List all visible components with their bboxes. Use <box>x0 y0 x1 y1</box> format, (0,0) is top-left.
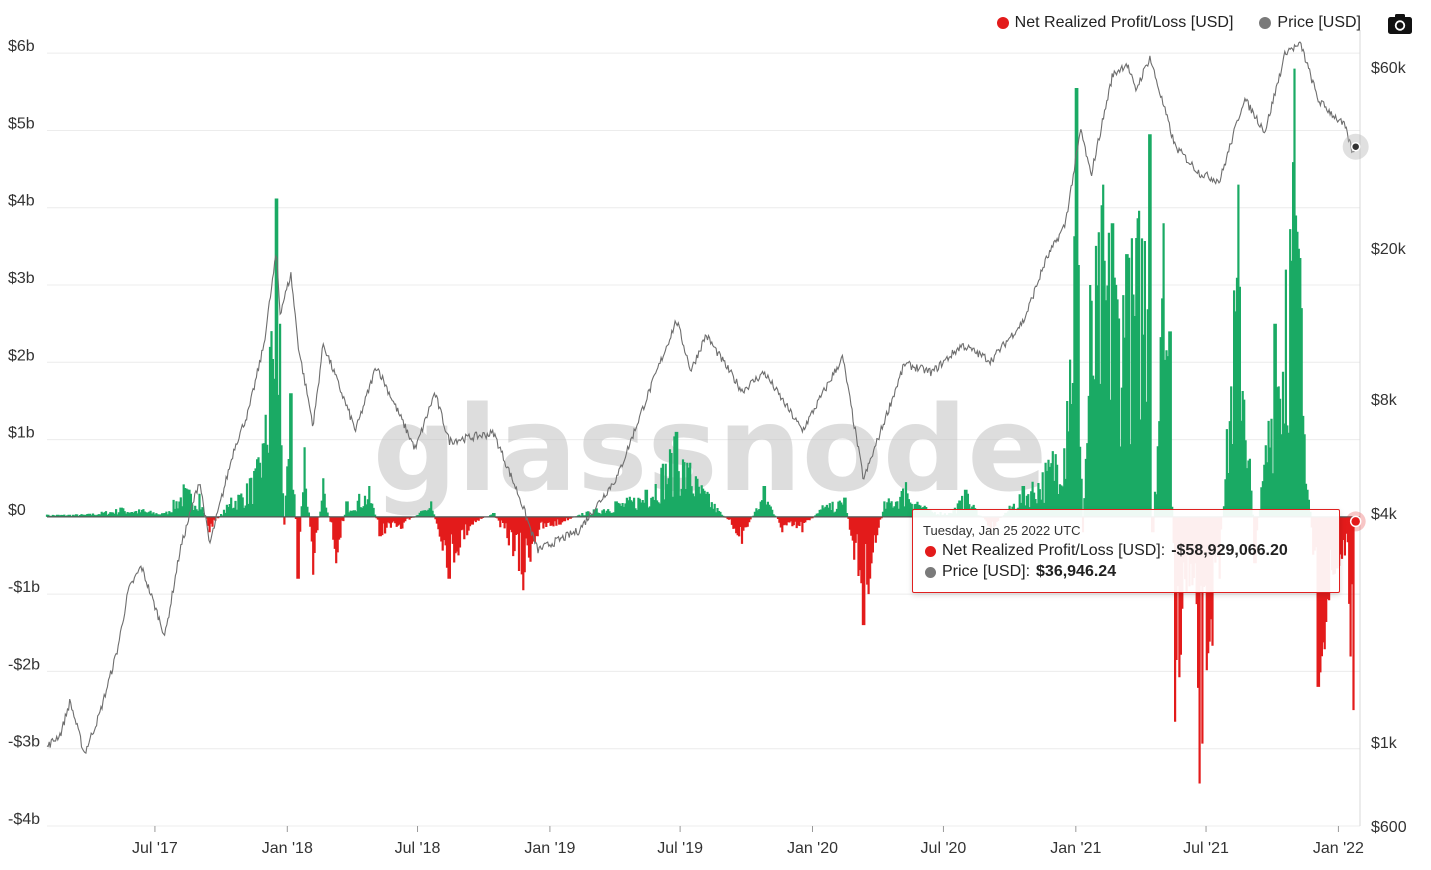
x-tick-label: Jan '21 <box>1050 840 1101 857</box>
legend-dot-price <box>1259 17 1272 29</box>
tooltip-row-net-realized: Net Realized Profit/Loss [USD]: -$58,929… <box>925 542 1288 560</box>
legend: Net Realized Profit/Loss [USD] Price [US… <box>996 14 1361 32</box>
price-line <box>46 41 1360 754</box>
y-left-tick-label: $3b <box>8 270 35 287</box>
tooltip: Tuesday, Jan 25 2022 UTC Net Realized Pr… <box>912 509 1340 593</box>
y-left-tick-label: $4b <box>8 193 35 210</box>
legend-item-net-realized-profit-loss[interactable]: Net Realized Profit/Loss [USD] <box>996 14 1234 32</box>
y-right-tick-label: $4k <box>1371 506 1398 523</box>
y-right-tick-label: $60k <box>1371 60 1407 77</box>
camera-icon[interactable] <box>1387 12 1413 36</box>
hover-point-price <box>1350 141 1361 152</box>
x-tick-label: Jul '17 <box>132 840 178 857</box>
x-tick-label: Jul '20 <box>921 840 967 857</box>
y-left-tick-label: -$1b <box>8 579 40 596</box>
tooltip-label: Price [USD]: <box>942 563 1031 580</box>
y-left-tick-label: $6b <box>8 38 35 55</box>
tooltip-value: -$58,929,066.20 <box>1171 542 1288 559</box>
y-left-tick-label: $1b <box>8 425 35 442</box>
tooltip-dot-price <box>925 566 936 578</box>
y-right-tick-label: $600 <box>1371 819 1407 836</box>
y-right-tick-label: $1k <box>1371 735 1398 752</box>
legend-dot-net-realized <box>996 17 1009 29</box>
tooltip-value: $36,946.24 <box>1036 563 1117 580</box>
axes: $6b $5b $4b $3b $2b $1b $0 -$1b -$2b -$3b -$4b $60k… <box>8 30 1407 857</box>
x-tick-label: Jul '19 <box>657 840 703 857</box>
y-right-tick-label: $8k <box>1371 392 1398 409</box>
tooltip-row-price: Price [USD]: $36,946.24 <box>925 563 1116 581</box>
y-left-tick-label: -$4b <box>8 811 40 828</box>
x-tick-label: Jan '19 <box>524 840 575 857</box>
y-left-tick-label: $0 <box>8 502 26 519</box>
y-left-tick-label: -$3b <box>8 734 40 751</box>
tooltip-date: Tuesday, Jan 25 2022 UTC <box>923 523 1081 538</box>
x-tick-label: Jul '18 <box>395 840 441 857</box>
x-tick-label: Jan '18 <box>262 840 313 857</box>
tooltip-label: Net Realized Profit/Loss [USD]: <box>942 542 1166 559</box>
legend-label: Net Realized Profit/Loss [USD] <box>1014 14 1234 31</box>
x-tick-label: Jan '22 <box>1313 840 1364 857</box>
hover-point-net-realized <box>1349 515 1362 528</box>
y-right-tick-label: $20k <box>1371 241 1407 258</box>
legend-label: Price [USD] <box>1277 14 1361 31</box>
hover-markers <box>1342 133 1369 532</box>
y-left-tick-label: -$2b <box>8 656 40 673</box>
y-left-tick-label: $2b <box>8 347 35 364</box>
legend-item-price[interactable]: Price [USD] <box>1259 14 1361 32</box>
y-left-tick-label: $5b <box>8 115 35 132</box>
x-tick-label: Jan '20 <box>787 840 838 857</box>
tooltip-dot-net-realized <box>925 545 936 557</box>
x-tick-label: Jul '21 <box>1183 840 1229 857</box>
